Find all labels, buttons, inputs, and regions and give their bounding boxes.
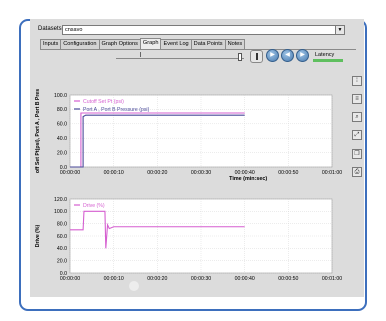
y-tick-label: 0.0 [60,165,67,171]
stop-button[interactable] [250,50,263,63]
chart-tool-cursor-button[interactable]: ⁞ [352,76,362,86]
time-slider[interactable] [116,52,244,62]
play-button[interactable]: ▶ [266,49,279,62]
top-chart: 100.0 80.0 60.0 40.0 20.0 0.000:00:00 00:00:10… [35,89,342,182]
tab-notes[interactable]: Notes [224,39,246,49]
charts-svg: 100.080.060.040.020.00.000:00:00 00:00:10… [35,89,342,281]
print-icon: ⎙ [354,169,360,175]
pan-icon: ≡ [355,96,359,102]
slider-marker [140,52,141,57]
legend-entry: Cutoff Set Pt (psi) [83,99,124,105]
forward-icon: ▶ [300,52,305,58]
tab-data-points[interactable]: Data Points [190,39,226,49]
y-tick-label: 60.0 [57,122,67,128]
y-tick-label: 40.0 [57,136,67,142]
y-tick-label: 40.0 [57,246,67,252]
y-tick-label: 0.0 [60,271,67,277]
tab-event-log[interactable]: Event Log [160,39,192,49]
chevron-down-icon[interactable]: ▼ [335,26,344,34]
y-tick-label: 80.0 [57,221,67,227]
dataset-select[interactable]: cnsavo ▼ [62,25,345,35]
x-tick-label: 00:00:50 [278,170,298,176]
tab-divider [40,49,356,50]
y-axis-label: off Set Pt(psi), Port A , Port B Pres [35,89,41,173]
x-tick-label: 00:00:40 [235,276,255,281]
y-tick-label: 80.0 [57,107,67,113]
chart-tool-copy-button[interactable]: ❐ [352,149,362,159]
y-tick-label: 100.0 [54,209,67,215]
series-line [70,210,245,249]
series-line [70,114,245,168]
status-bubble [129,281,139,291]
tab-graph[interactable]: Graph [139,38,162,49]
y-axis-label: Drive (%) [35,224,41,247]
x-tick-label: 00:00:40 [235,170,255,176]
x-tick-label: 00:00:20 [147,170,167,176]
zoom-icon: ⌕ [355,114,359,120]
chart-tool-zoom-button[interactable]: ⌕ [352,112,362,122]
y-tick-label: 60.0 [57,234,67,240]
app-window: Datasets: cnsavo ▼ Inputs Configuration … [30,19,364,297]
cursor-icon: ⁞ [356,78,358,84]
back-button[interactable]: ◀ [281,49,294,62]
y-tick-label: 20.0 [57,258,67,264]
x-axis-label: Time (min:sec) [229,176,267,182]
x-tick-label: 00:00:30 [191,170,211,176]
latency-indicator [313,59,343,62]
play-icon: ▶ [270,52,275,58]
x-tick-label: 00:00:30 [191,276,211,281]
tab-configuration[interactable]: Configuration [60,39,100,49]
back-icon: ◀ [285,52,290,58]
y-tick-label: 100.0 [54,93,67,99]
chart-tool-print-button[interactable]: ⎙ [352,167,362,177]
chart-tool-pan-button[interactable]: ≡ [352,94,362,104]
stop-icon [256,53,258,60]
tab-inputs[interactable]: Inputs [40,39,62,49]
tab-graph-options[interactable]: Graph Options [98,39,141,49]
x-tick-label: 00:00:10 [104,276,124,281]
legend-entry: Drive (%) [83,203,105,209]
chart-tool-autoscale-button[interactable]: ⤢ [352,130,362,140]
legend-entry: Port A , Port B Pressure (psi) [83,107,150,113]
autoscale-icon: ⤢ [354,132,360,138]
bottom-chart: 120.0 100.0 80.0 60.0 40.0 20.0 0.000:00:00 00:… [35,197,342,281]
dataset-row: Datasets: cnsavo ▼ [38,25,358,37]
y-tick-label: 20.0 [57,150,67,156]
forward-button[interactable]: ▶ [296,49,309,62]
x-tick-label: 00:00:00 [60,276,80,281]
x-tick-label: 00:01:00 [322,170,342,176]
dataset-label: Datasets: [38,26,64,32]
x-tick-label: 00:00:20 [147,276,167,281]
latency-label: Latency [315,52,335,58]
x-tick-label: 00:00:50 [278,276,298,281]
slider-track [116,58,244,59]
copy-icon: ❐ [354,151,360,157]
tab-bar: Inputs Configuration Graph Options Graph… [40,38,246,49]
x-tick-label: 00:00:00 [60,170,80,176]
slider-thumb[interactable] [238,53,242,61]
y-tick-label: 120.0 [54,197,67,203]
dataset-value: cnsavo [65,27,83,33]
x-tick-label: 00:00:10 [104,170,124,176]
x-tick-label: 00:01:00 [322,276,342,281]
